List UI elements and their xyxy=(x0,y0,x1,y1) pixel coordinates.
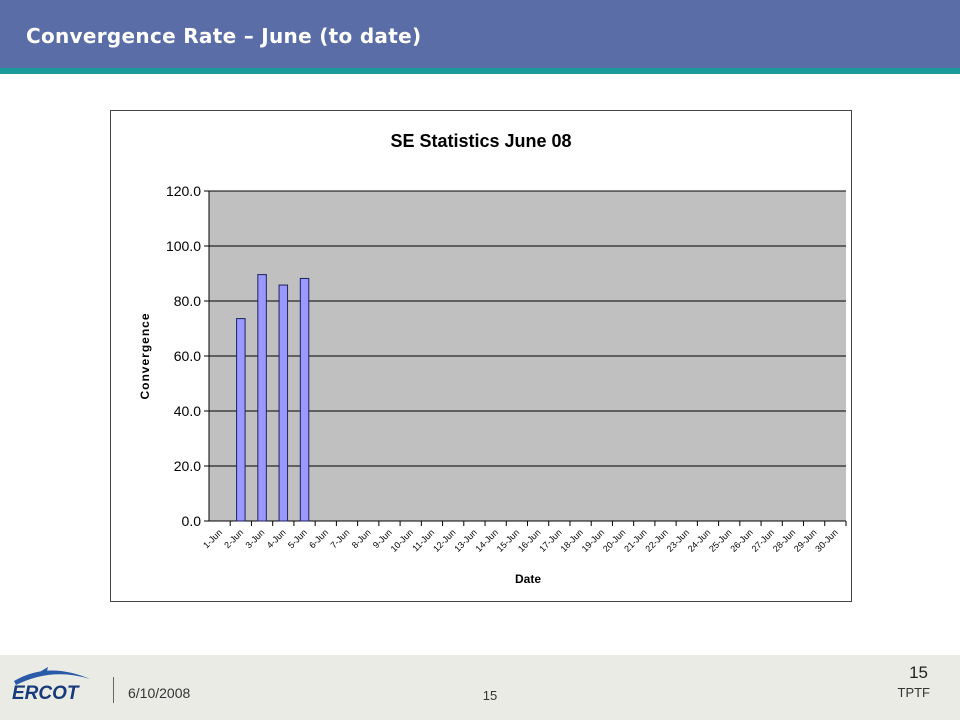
x-tick-label: 29-Jun xyxy=(792,527,819,554)
x-tick-label: 18-Jun xyxy=(558,527,585,554)
footer-divider xyxy=(113,677,114,703)
footer-org: TPTF xyxy=(897,685,931,700)
x-tick-label: 20-Jun xyxy=(601,527,628,554)
x-tick-label: 19-Jun xyxy=(580,527,607,554)
slide-number: 15 xyxy=(909,663,928,682)
x-tick-label: 4-Jun xyxy=(265,527,288,550)
x-tick-label: 5-Jun xyxy=(286,527,309,550)
x-tick-label: 23-Jun xyxy=(665,527,692,554)
x-tick-label: 3-Jun xyxy=(244,527,267,550)
y-axis-label: Convergence xyxy=(138,312,152,399)
footer-date: 6/10/2008 xyxy=(128,685,191,701)
x-tick-label: 28-Jun xyxy=(771,527,798,554)
x-tick-label: 8-Jun xyxy=(350,527,373,550)
bar xyxy=(257,274,267,522)
x-tick-label: 22-Jun xyxy=(643,527,670,554)
svg-text:ERCOT: ERCOT xyxy=(12,683,80,704)
y-tick-label: 60.0 xyxy=(174,348,201,364)
x-tick-label: 6-Jun xyxy=(307,527,330,550)
footer: ERCOT 6/10/2008 15 15 TPTF xyxy=(0,655,960,720)
x-tick-label: 15-Jun xyxy=(495,527,522,554)
y-tick-label: 0.0 xyxy=(182,513,202,529)
y-tick-label: 80.0 xyxy=(174,293,201,309)
x-tick-label: 7-Jun xyxy=(328,527,351,550)
chart-svg: 0.020.040.060.080.0100.0120.01-Jun2-Jun3… xyxy=(138,131,847,586)
y-tick-label: 20.0 xyxy=(174,458,201,474)
x-tick-label: 1-Jun xyxy=(201,527,224,550)
x-tick-label: 10-Jun xyxy=(389,527,416,554)
slide-header xyxy=(0,0,960,68)
x-tick-label: 25-Jun xyxy=(707,527,734,554)
x-tick-label: 24-Jun xyxy=(686,527,713,554)
chart-container: 0.0 20.0 40.0 60.0 80.0 100.0 120.0 1-Jun 2-Jun 3… xyxy=(110,110,852,602)
x-axis-label: Date xyxy=(515,572,541,586)
slide-title: Convergence Rate – June (to date) xyxy=(26,24,422,48)
footer-page-number: 15 xyxy=(482,688,498,703)
bar xyxy=(299,277,310,522)
ercot-logo: ERCOT xyxy=(12,667,90,704)
y-tick-label: 120.0 xyxy=(166,183,201,199)
header-stripe xyxy=(0,68,960,74)
bar xyxy=(278,284,289,522)
y-tick-label: 100.0 xyxy=(166,238,201,254)
x-tick-label: 30-Jun xyxy=(813,527,840,554)
y-tick-label: 40.0 xyxy=(174,403,201,419)
x-tick-label: 26-Jun xyxy=(728,527,755,554)
bar xyxy=(236,318,246,522)
x-tick-label: 12-Jun xyxy=(431,527,458,554)
x-tick-label: 16-Jun xyxy=(516,527,543,554)
x-tick-label: 27-Jun xyxy=(750,527,777,554)
x-tick-label: 17-Jun xyxy=(537,527,564,554)
x-tick-label: 21-Jun xyxy=(622,527,649,554)
x-tick-label: 2-Jun xyxy=(222,527,245,550)
x-tick-label: 14-Jun xyxy=(474,527,501,554)
x-tick-label: 13-Jun xyxy=(452,527,479,554)
chart-title: SE Statistics June 08 xyxy=(390,131,571,151)
